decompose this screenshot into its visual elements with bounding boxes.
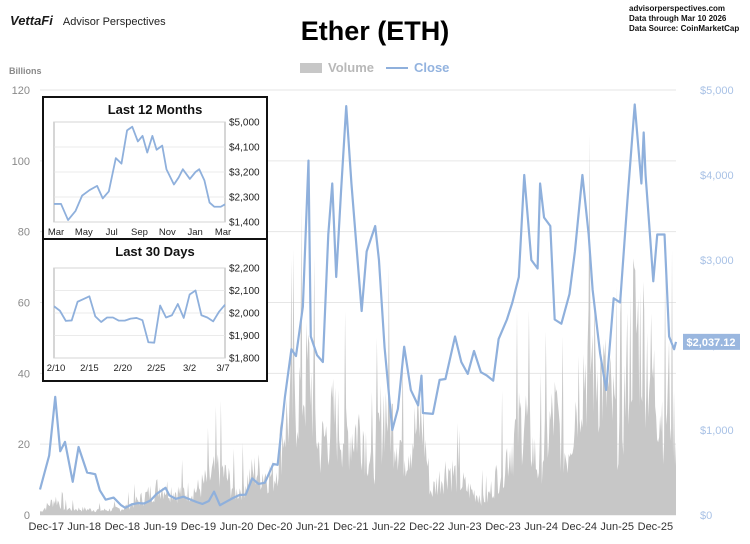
x-tick-label: Jun-18 xyxy=(67,521,101,533)
inset-y-tick-label: $1,900 xyxy=(229,331,260,342)
volume-area xyxy=(40,133,676,515)
inset-y-tick-label: $2,100 xyxy=(229,286,260,297)
left-tick-label: 120 xyxy=(12,85,30,97)
brand-name: Advisor Perspectives xyxy=(62,16,166,28)
brand-logo: VettaFi xyxy=(10,13,53,28)
inset-30-days: Last 30 Days $2,200 $2,100 $2,000 $1,900 $1,… xyxy=(42,238,268,382)
x-tick-label: Dec-22 xyxy=(409,521,444,533)
left-tick-label: 40 xyxy=(18,368,30,380)
inset-x-tick-label: Sep xyxy=(131,227,148,238)
x-tick-label: Jun-20 xyxy=(220,521,254,533)
inset-x-tick-label: Jan xyxy=(188,227,203,238)
left-tick-label: 0 xyxy=(24,510,30,522)
inset-close-line xyxy=(54,125,226,221)
inset-y-tick-label: $2,300 xyxy=(229,193,260,204)
right-tick-label: $5,000 xyxy=(700,85,734,97)
x-tick-label: Dec-18 xyxy=(105,521,140,533)
legend-close-swatch xyxy=(386,66,408,69)
inset-y-tick-label: $2,000 xyxy=(229,309,260,320)
left-tick-label: 20 xyxy=(18,439,30,451)
x-tick-label: Jun-22 xyxy=(372,521,406,533)
left-tick-label: 60 xyxy=(18,298,30,310)
inset-x-tick-label: Mar xyxy=(215,227,231,238)
inset-y-tick-label: $1,800 xyxy=(229,354,260,365)
site-url: advisorperspectives.com xyxy=(629,4,726,13)
close-line xyxy=(38,103,678,509)
inset-x-tick-label: 3/7 xyxy=(216,363,229,374)
inset-x-tick-label: May xyxy=(75,227,93,238)
brand: VettaFi Advisor Perspectives xyxy=(10,13,166,28)
legend: Volume Close xyxy=(300,60,449,75)
inset-x-tick-label: 2/25 xyxy=(147,363,166,374)
inset-x-tick-label: Mar xyxy=(48,227,64,238)
inset-12-months: Last 12 Months $5,000 $4,100 $3,200 $2,300 $… xyxy=(42,96,268,240)
legend-close-label: Close xyxy=(414,60,450,75)
left-tick-label: 100 xyxy=(12,156,30,168)
inset-12-months-title: Last 12 Months xyxy=(107,102,203,117)
inset-y-tick-label: $2,200 xyxy=(229,264,260,275)
inset-y-tick-label: $3,200 xyxy=(229,168,260,179)
data-source: Data Source: CoinMarketCap xyxy=(629,24,740,33)
last-value-box xyxy=(683,333,740,350)
legend-volume-label: Volume xyxy=(328,60,374,75)
inset-close-line xyxy=(53,289,226,344)
inset-x-tick-label: 3/2 xyxy=(183,363,196,374)
x-tick-label: Dec-19 xyxy=(181,521,216,533)
x-tick-label: Dec-21 xyxy=(333,521,368,533)
data-date: Data through Mar 10 2026 xyxy=(629,14,727,23)
x-tick-label: Dec-24 xyxy=(562,521,597,533)
inset-x-tick-label: 2/10 xyxy=(47,363,66,374)
inset-30-days-title: Last 30 Days xyxy=(115,244,195,259)
x-tick-label: Jun-19 xyxy=(143,521,177,533)
x-tick-label: Dec-17 xyxy=(29,521,64,533)
inset-30-days-plot: $2,200 $2,100 $2,000 $1,900 $1,800 2/10 2/15 2/… xyxy=(47,264,260,375)
source-block: advisorperspectives.com Data through Mar… xyxy=(629,4,739,34)
x-tick-label: Dec-20 xyxy=(257,521,292,533)
inset-y-tick-label: $1,400 xyxy=(229,218,260,229)
inset-x-tick-label: 2/20 xyxy=(114,363,133,374)
inset-x-tick-label: Nov xyxy=(159,227,176,238)
x-tick-label: Jun-21 xyxy=(296,521,330,533)
chart-title: Ether (ETH) xyxy=(300,16,450,46)
right-tick-label: $1,000 xyxy=(700,425,734,437)
x-tick-label: Dec-25 xyxy=(638,521,673,533)
x-tick-label: Jun-23 xyxy=(448,521,482,533)
x-tick-label: Jun-25 xyxy=(600,521,634,533)
inset-x-tick-label: 2/15 xyxy=(80,363,99,374)
right-tick-label: $3,000 xyxy=(700,255,734,267)
right-tick-label: $4,000 xyxy=(700,170,734,182)
last-value-label: $2,037.12 xyxy=(687,337,736,349)
x-tick-label: Dec-23 xyxy=(485,521,520,533)
legend-volume-swatch xyxy=(300,62,322,73)
inset-y-tick-label: $5,000 xyxy=(229,118,260,129)
x-tick-label: Jun-24 xyxy=(524,521,558,533)
left-axis-label: Billions xyxy=(9,66,42,76)
left-tick-label: 80 xyxy=(18,227,30,239)
inset-y-tick-label: $4,100 xyxy=(229,143,260,154)
right-tick-label: $0 xyxy=(700,510,712,522)
inset-x-tick-label: Jul xyxy=(106,227,118,238)
